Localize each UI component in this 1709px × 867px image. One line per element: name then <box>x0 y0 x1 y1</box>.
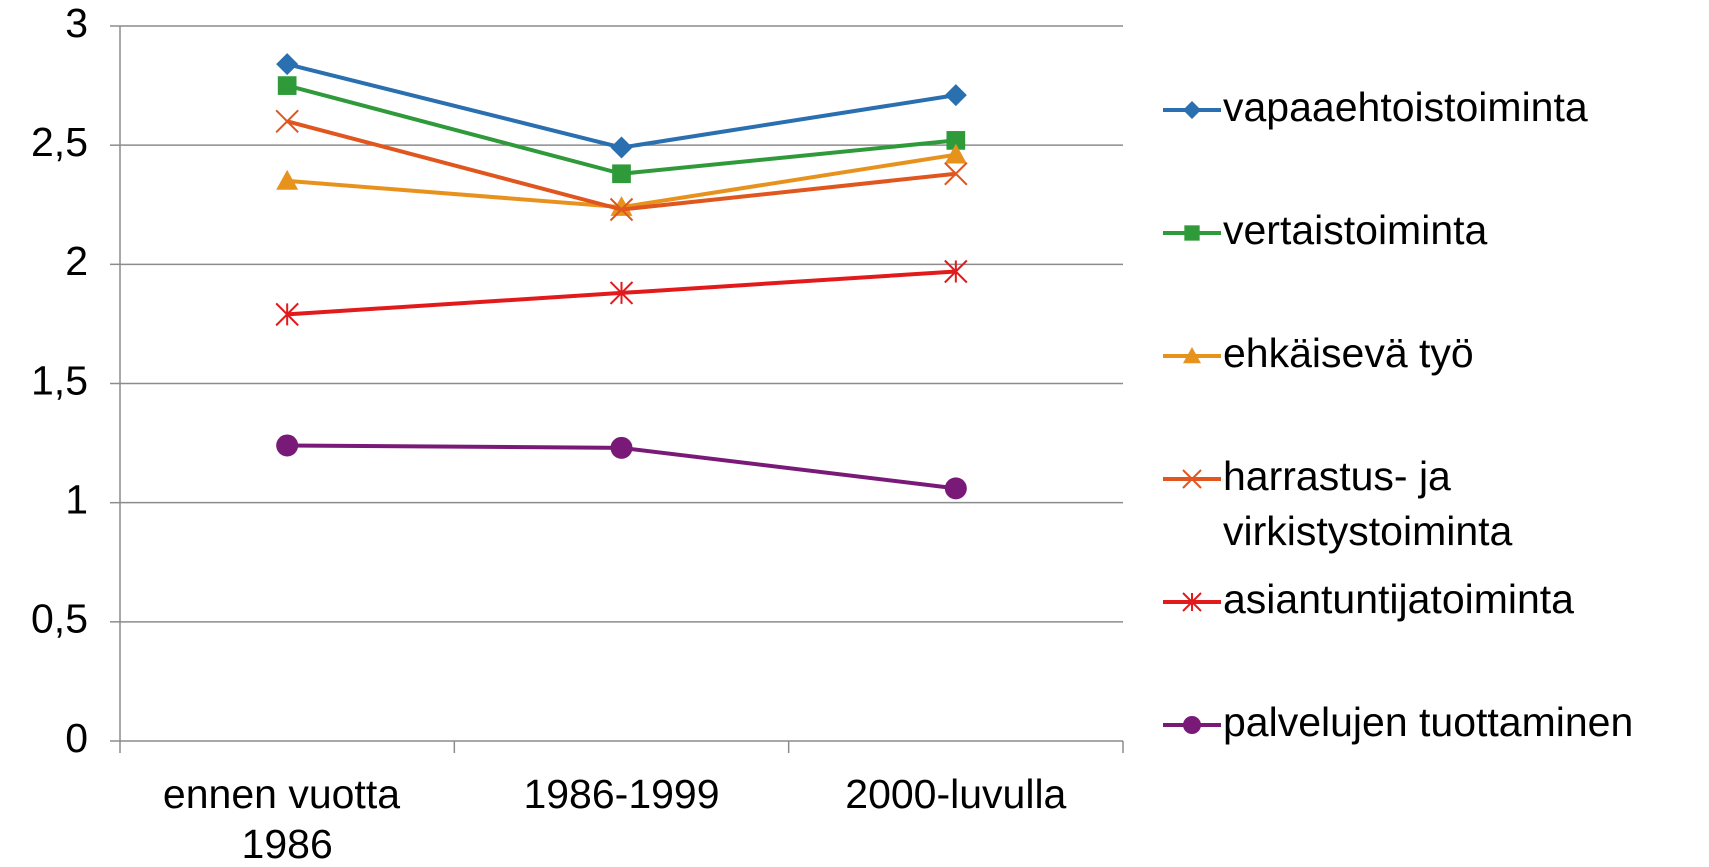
marker <box>1182 469 1202 489</box>
legend-label: palvelujen tuottaminen <box>1223 699 1633 745</box>
marker <box>1183 101 1201 119</box>
marker <box>276 53 299 76</box>
series <box>276 434 967 500</box>
marker <box>1182 592 1202 612</box>
marker <box>1183 716 1201 734</box>
y-tick-label: 0,5 <box>31 596 88 642</box>
marker <box>944 259 968 284</box>
marker <box>275 302 299 327</box>
x-tick-label: ennen vuotta 1986 <box>163 771 411 867</box>
legend-label: asiantuntijatoiminta <box>1223 576 1574 622</box>
x-tick-label: 1986-1999 <box>523 771 719 817</box>
marker <box>276 169 299 190</box>
legend-label: vertaistoiminta <box>1223 207 1488 253</box>
marker <box>944 143 967 164</box>
series <box>277 76 966 184</box>
legend-label: harrastus- ja virkistystoiminta <box>1223 453 1513 554</box>
marker <box>609 281 634 305</box>
marker <box>944 477 967 500</box>
series <box>275 259 968 327</box>
marker <box>1183 347 1201 364</box>
marker <box>946 131 966 150</box>
marker <box>610 136 633 159</box>
y-tick-label: 2,5 <box>31 119 88 165</box>
marker <box>275 109 299 134</box>
y-tick-label: 3 <box>65 0 88 46</box>
marker <box>610 436 633 459</box>
legend-label: vapaaehtoistoiminta <box>1223 84 1588 130</box>
y-tick-label: 1,5 <box>31 357 88 403</box>
series <box>276 143 967 216</box>
y-tick-label: 1 <box>65 476 88 522</box>
marker <box>609 197 634 222</box>
marker <box>276 434 299 457</box>
marker <box>612 164 631 184</box>
y-tick-label: 2 <box>65 238 88 284</box>
line <box>286 83 957 176</box>
marker <box>1184 225 1200 241</box>
x-tick-label: 2000-luvulla <box>845 771 1066 817</box>
marker <box>610 196 633 216</box>
legend-label: ehkäisevä työ <box>1223 330 1474 376</box>
marker <box>944 162 968 186</box>
marker <box>944 84 967 107</box>
y-tick-label: 0 <box>65 715 88 761</box>
marker <box>277 76 297 95</box>
series <box>275 109 968 222</box>
series <box>276 53 967 159</box>
line <box>286 62 957 150</box>
